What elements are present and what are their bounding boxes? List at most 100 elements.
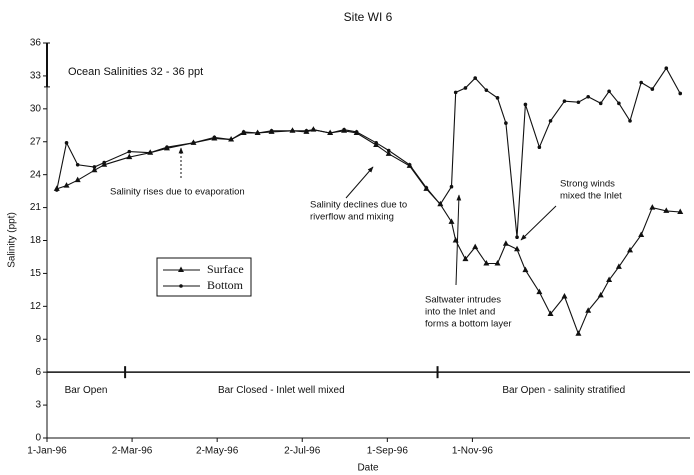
point [91,166,98,173]
point [536,288,543,295]
point [576,100,581,105]
point [615,263,622,269]
point [92,165,97,169]
point [424,186,429,190]
x-tick-label: 1-Nov-96 [452,446,494,457]
legend-box [156,257,252,297]
annotation: forms a bottom layer [425,319,512,330]
point [255,131,260,135]
y-tick-label: 18 [30,235,42,246]
y-tick-label: 12 [30,301,42,312]
annotation: Salinity rises due to evaporation [110,187,245,198]
point [212,135,217,140]
point [678,91,683,96]
y-tick-label: 33 [30,71,42,82]
point [304,128,309,133]
point [342,127,346,132]
point [54,188,59,192]
ocean-label: Ocean Salinities 32 - 36 ppt [68,66,203,78]
point [548,119,553,123]
point [126,153,133,160]
point [586,94,590,99]
point [64,141,69,145]
point [241,130,246,134]
point [617,101,621,106]
legend-label: Bottom [207,278,244,292]
point [522,266,529,273]
annotation: Strong winds [560,179,615,190]
annotation: mixed the Inlet [560,191,622,202]
x-tick-label: 2-Mar-96 [112,446,153,457]
point [607,89,611,94]
annotation: into the Inlet and [425,307,495,318]
x-tick-label: 2-Jul-96 [284,446,321,457]
point [386,148,391,153]
period-label: Bar Open [65,385,108,396]
point [63,182,70,188]
point [448,218,455,224]
point [606,276,613,282]
point [453,90,458,95]
legend-marker [178,266,184,272]
point [229,137,233,142]
x-tick-label: 1-Sep-96 [367,446,409,457]
annotation: riverflow and mixing [310,212,394,223]
point [472,243,479,250]
point [374,141,378,145]
point [494,260,501,266]
point [628,119,632,123]
annotation-arrow [345,166,374,199]
point [385,150,392,156]
point [438,202,443,207]
annotation-arrow [520,205,557,241]
annotation-arrow [455,194,462,286]
point [562,99,567,103]
y-tick-label: 27 [30,136,42,147]
point [462,255,469,262]
point [537,145,542,150]
point [463,86,468,90]
x-axis-label: Date [357,463,379,474]
point [650,87,655,91]
period-label: Bar Closed - Inlet well mixed [218,385,345,396]
point [484,88,489,92]
y-tick-label: 21 [30,202,42,213]
point [127,149,132,154]
x-tick-label: 1-Jan-96 [27,446,67,457]
legend-marker [179,284,183,288]
point [311,127,316,132]
point [575,330,582,336]
point [514,245,521,252]
point [407,162,412,167]
point [449,184,454,189]
point [515,235,519,240]
y-tick-label: 30 [30,103,42,114]
chart-title: Site WI 6 [344,10,393,24]
point [627,246,634,253]
x-tick-label: 2-May-96 [196,446,239,457]
point [649,204,656,210]
legend-label: Surface [207,262,244,276]
point [191,141,196,145]
y-tick-label: 0 [35,433,41,444]
point [354,130,359,134]
y-tick-label: 3 [35,400,41,411]
point [597,291,604,298]
point [290,128,295,133]
annotation: Salinity declines due to [310,200,407,211]
point [165,145,169,150]
point [473,76,478,80]
point [523,102,528,107]
point [561,292,568,299]
point [148,150,153,155]
annotation: Saltwater intrudes [425,295,501,306]
point [598,101,603,106]
point [663,207,670,213]
y-tick-label: 9 [35,334,41,345]
point [504,121,508,125]
series-line [56,129,681,336]
point [585,307,592,313]
y-tick-label: 6 [35,367,41,378]
point [269,128,274,133]
